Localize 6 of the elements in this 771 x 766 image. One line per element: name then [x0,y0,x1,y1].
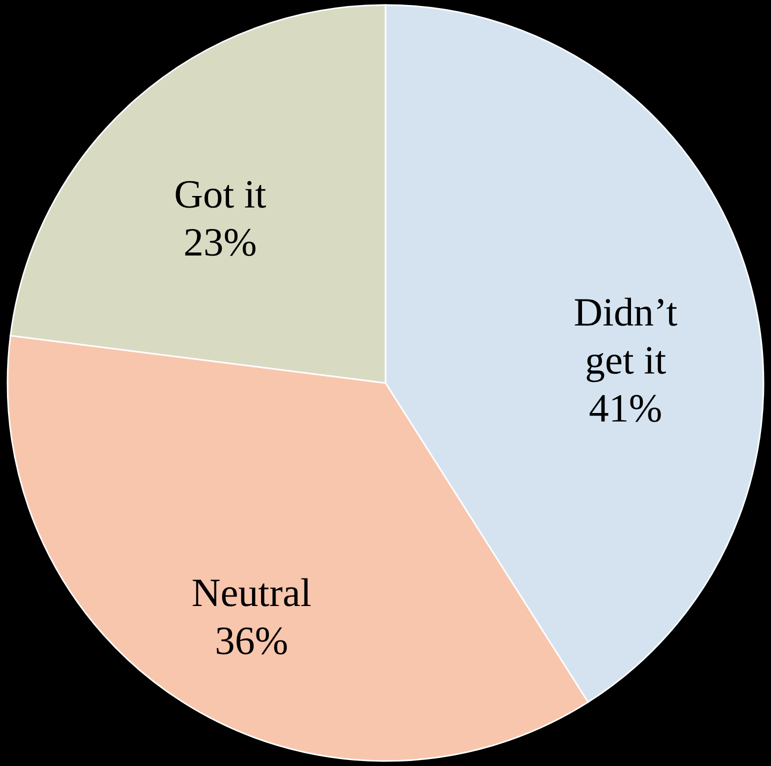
slice-label: Got it [174,171,266,216]
data-label: 36% [214,618,288,664]
slice-label: Neutral [192,570,312,616]
data-label: 23% [184,219,257,264]
slice-label: Didn’t get it [574,289,678,382]
data-label: 41% [588,385,662,430]
